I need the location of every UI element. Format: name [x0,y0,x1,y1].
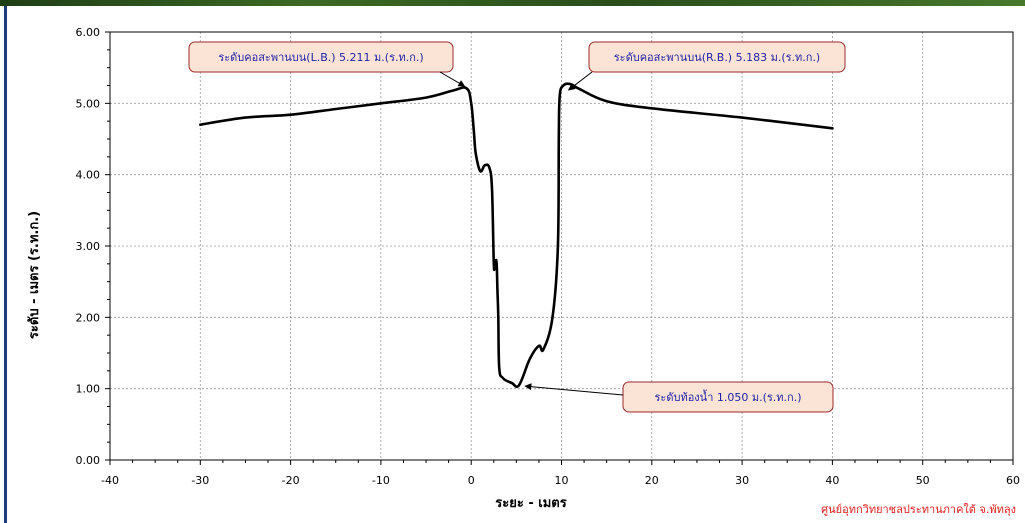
left-border-decoration [4,6,7,523]
x-tick-label: 10 [555,474,569,487]
x-axis-label: ระยะ - เมตร [495,496,566,511]
y-tick-label: 4.00 [76,169,101,182]
y-tick-label: 3.00 [76,240,101,253]
annotation-text: ระดับคอสะพานบน(R.B.) 5.183 ม.(ร.ท.ก.) [614,51,820,64]
x-tick-label: -20 [282,474,300,487]
x-tick-labels: -40 -30 -20 -10 0 10 20 30 40 50 60 [101,474,1020,487]
annotation-callout: ระดับคอสะพานบน(R.B.) 5.183 ม.(ร.ท.ก.) [567,41,846,91]
y-tick-label: 1.00 [76,383,101,396]
annotation-callout: ระดับท้องน้ำ 1.050 ม.(ร.ท.ก.) [524,381,834,413]
y-tick-label: 6.00 [76,26,101,39]
y-axis-label: ระดับ - เมตร (ร.ท.ก.) [27,211,42,339]
annotation-text: ระดับท้องน้ำ 1.050 ม.(ร.ท.ก.) [655,389,802,404]
annotation-arrow [524,383,624,396]
x-tick-label: 40 [825,474,839,487]
x-tick-label: 20 [645,474,659,487]
grid-lines [110,32,1013,460]
x-tick-label: 0 [468,474,475,487]
annotation-box [622,381,834,413]
top-border-decoration [0,0,1025,6]
x-tick-label: -10 [372,474,390,487]
x-tick-label: 50 [916,474,930,487]
annotation-callout: ระดับคอสะพานบน(L.B.) 5.211 ม.(ร.ท.ก.) [188,41,466,87]
annotation-text: ระดับคอสะพานบน(L.B.) 5.211 ม.(ร.ท.ก.) [218,51,423,64]
footer-credit: ศูนย์อุทกวิทยาชลประทานภาคใต้ จ.พัทลุง [821,503,1016,516]
x-tick-label: -30 [191,474,209,487]
annotations: ระดับคอสะพานบน(L.B.) 5.211 ม.(ร.ท.ก.) ระด… [188,41,846,413]
y-tick-labels: 0.00 1.00 2.00 3.00 4.00 5.00 6.00 [76,26,101,467]
x-tick-label: 30 [735,474,749,487]
y-tick-label: 5.00 [76,97,101,110]
x-tick-label: 60 [1006,474,1020,487]
axis-ticks [105,31,1014,465]
annotation-box [188,41,454,73]
series-line-cross-section [199,82,834,389]
y-tick-label: 2.00 [76,311,101,324]
annotation-box [588,41,846,73]
annotation-arrow [439,71,466,87]
x-tick-label: -40 [101,474,119,487]
y-tick-label: 0.00 [76,454,101,467]
annotation-arrow [567,71,593,91]
